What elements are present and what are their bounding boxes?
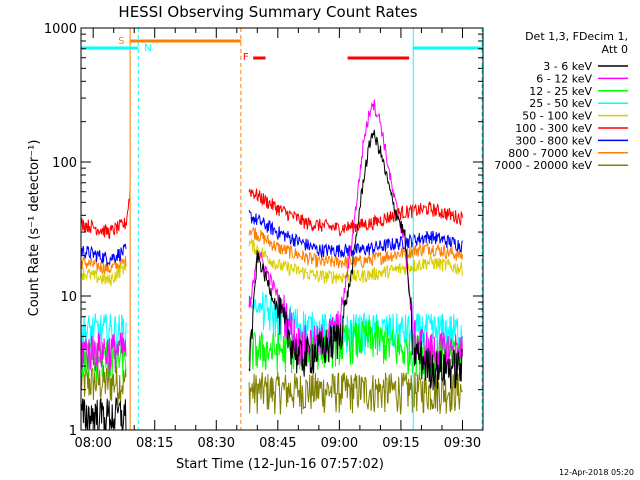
y-tick-label: 1	[69, 424, 77, 439]
series-100-300-kev-seg2	[248, 188, 463, 237]
x-tick-label: 09:00	[321, 436, 358, 451]
series-100-300-kev-seg1	[80, 189, 131, 240]
series-layer	[80, 99, 463, 432]
series-800-7000-kev-seg2	[248, 227, 463, 269]
legend-label-6-12-kev: 6 - 12 keV	[536, 72, 592, 85]
series-6-12-kev-seg2	[248, 99, 463, 375]
legend-label-300-800-kev: 300 - 800 keV	[515, 134, 592, 147]
annotation-f: F	[243, 52, 249, 63]
series-6-12-kev-seg1	[80, 332, 127, 374]
x-tick-label: 09:15	[382, 436, 419, 451]
legend-label-3-6-kev: 3 - 6 keV	[543, 60, 592, 73]
x-tick-label: 08:15	[136, 436, 173, 451]
axes-layer: 1 10 100 1000 08:00 08:15 08:30 08:45 09:00 09:15…	[44, 22, 484, 451]
legend-header-line: Det 1,3, FDecim 1,	[525, 30, 628, 43]
series-3-6-kev-seg2	[248, 129, 463, 391]
legend-label-25-50-kev: 25 - 50 keV	[529, 97, 592, 110]
series-50-100-kev-seg2	[248, 238, 463, 285]
y-axis-label: Count Rate (s⁻¹ detector⁻¹)	[27, 140, 42, 317]
legend-label-7000-20000-kev: 7000 - 20000 keV	[494, 159, 592, 172]
series-3-6-kev-seg1	[80, 396, 127, 432]
plot-frame	[80, 27, 484, 431]
y-tick-label: 1000	[44, 22, 77, 37]
x-tick-label: 09:30	[444, 436, 481, 451]
legend-label-50-100-kev: 50 - 100 keV	[522, 110, 592, 123]
x-axis-label: Start Time (12-Jun-16 07:57:02)	[176, 457, 384, 472]
series-300-800-kev-seg1	[80, 243, 127, 267]
series-300-800-kev-seg2	[248, 209, 463, 259]
series-7000-20000-kev-seg2	[248, 372, 463, 415]
legend-header-line: Att 0	[602, 43, 628, 56]
series-25-50-kev-seg1	[80, 313, 127, 356]
legend-label-800-7000-kev: 800 - 7000 keV	[508, 147, 592, 160]
legend-label-100-300-kev: 100 - 300 keV	[515, 122, 592, 135]
x-tick-label: 08:00	[74, 436, 111, 451]
annotation-s: S	[118, 36, 124, 47]
legend-label-12-25-kev: 12 - 25 keV	[529, 85, 592, 98]
x-tick-label: 08:45	[259, 436, 296, 451]
chart-title: HESSI Observing Summary Count Rates	[118, 3, 417, 21]
x-tick-label: 08:30	[198, 436, 235, 451]
y-tick-label: 10	[60, 290, 77, 305]
footer-timestamp: 12-Apr-2018 05:20	[559, 468, 634, 477]
annotation-n: N	[144, 43, 151, 54]
y-tick-label: 100	[52, 156, 77, 171]
series-50-100-kev-seg1	[80, 260, 127, 287]
